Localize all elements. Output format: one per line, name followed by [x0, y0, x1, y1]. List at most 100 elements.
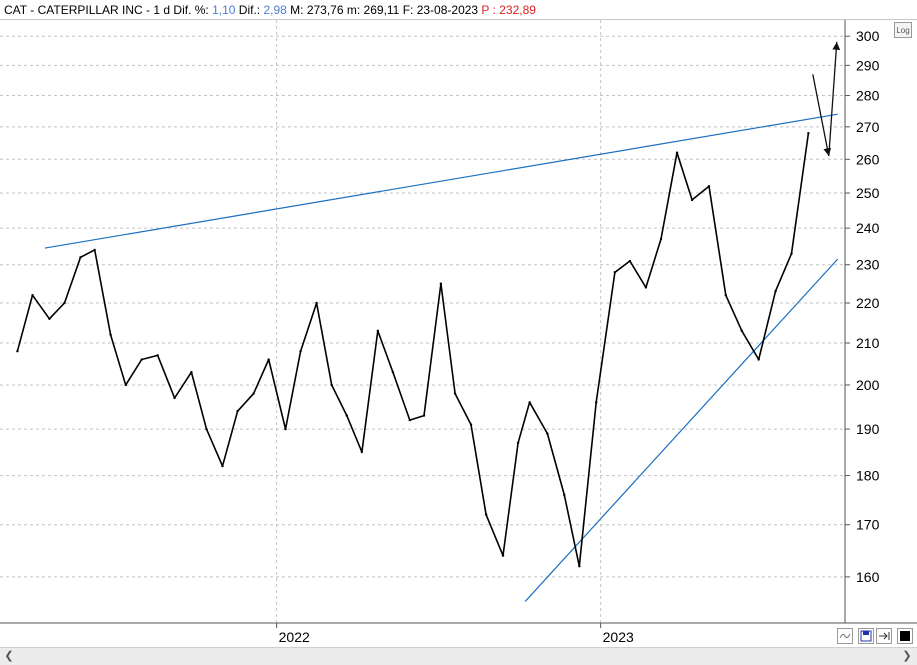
- horizontal-scrollbar[interactable]: ❮ ❯: [0, 647, 917, 665]
- date-label: F:: [402, 3, 417, 17]
- y-tick-label: 190: [856, 421, 880, 437]
- dif-value: 2,98: [263, 3, 291, 17]
- dif-label: Dif.:: [238, 3, 264, 17]
- price-point: [707, 184, 711, 188]
- price-point: [546, 432, 549, 435]
- log-scale-button[interactable]: Log: [894, 22, 912, 38]
- price-point: [422, 414, 426, 417]
- min-label: m:: [346, 3, 364, 17]
- y-tick-label: 180: [856, 468, 880, 484]
- y-tick-label: 210: [856, 335, 880, 351]
- y-tick-label: 300: [856, 28, 880, 44]
- dif-pct-label: Dif. %:: [173, 3, 213, 17]
- price-point: [221, 464, 224, 468]
- trendline: [44, 113, 838, 249]
- price-point: [807, 132, 810, 135]
- price-point: [48, 317, 51, 320]
- price-point: [644, 286, 648, 289]
- annotation-arrow: [828, 41, 841, 157]
- black-square-icon[interactable]: [897, 628, 913, 644]
- price-point: [690, 198, 694, 202]
- price-point: [79, 256, 82, 259]
- price-point: [16, 350, 19, 353]
- price-point: [236, 409, 239, 413]
- y-tick-label: 200: [856, 377, 880, 393]
- y-tick-label: 260: [856, 151, 880, 167]
- price-point: [63, 301, 66, 305]
- price-point: [156, 354, 159, 357]
- price-point: [190, 370, 193, 374]
- price-point: [774, 290, 777, 293]
- price-value: 232,89: [499, 3, 536, 17]
- y-axis: 160 170 180 190 200 210 220 230 240 250 260 270 280 2…: [845, 28, 880, 585]
- price-point: [740, 329, 744, 332]
- floppy-disk-icon[interactable]: [858, 628, 874, 644]
- price-point: [391, 370, 395, 374]
- price-point: [252, 392, 255, 395]
- chevron-left-icon[interactable]: ❮: [4, 650, 14, 662]
- price-point: [790, 252, 793, 255]
- price-point: [528, 401, 531, 404]
- price-point: [31, 293, 34, 297]
- price-point: [284, 427, 287, 431]
- price-point: [439, 282, 443, 285]
- price-line: [16, 133, 810, 568]
- black-square-glyph: [900, 631, 910, 641]
- x-axis: 2022 2023: [276, 623, 634, 645]
- price-point: [595, 401, 598, 404]
- min-value: 269,11: [363, 3, 403, 17]
- price-point: [501, 554, 505, 557]
- price-chart[interactable]: 160 170 180 190 200 210 220 230 240 250 260 270 280 2…: [0, 20, 917, 647]
- price-point: [299, 350, 302, 353]
- price-point: [724, 293, 728, 297]
- y-tick-label: 250: [856, 185, 880, 201]
- y-tick-label: 240: [856, 220, 880, 236]
- price-point: [360, 450, 364, 454]
- annotations: [812, 41, 841, 157]
- price-point: [140, 358, 143, 361]
- trendline: [524, 258, 839, 602]
- trendlines: [44, 113, 839, 602]
- chevron-right-icon[interactable]: ❯: [902, 650, 912, 662]
- price-point: [469, 423, 473, 426]
- y-tick-label: 280: [856, 88, 880, 104]
- price-point: [613, 271, 617, 274]
- price-point: [124, 383, 127, 387]
- arrow-to-line-icon[interactable]: [876, 628, 892, 644]
- price-point: [267, 358, 270, 361]
- price-label: P :: [481, 3, 500, 17]
- wave-icon-glyph: [839, 633, 851, 639]
- x-tick-label: 2022: [279, 629, 310, 645]
- period-label: 1 d: [153, 3, 174, 17]
- price-point: [173, 396, 176, 400]
- ticker-symbol: CAT: [4, 3, 31, 17]
- arrow-to-line-glyph: [879, 632, 890, 640]
- y-tick-label: 290: [856, 57, 880, 73]
- price-point: [345, 414, 348, 417]
- wave-icon[interactable]: [837, 628, 853, 644]
- price-point: [109, 333, 112, 337]
- separator: -: [146, 3, 154, 17]
- price-point: [453, 392, 457, 395]
- price-point: [205, 427, 208, 431]
- price-point: [376, 329, 380, 332]
- price-point: [516, 441, 520, 444]
- price-point: [628, 259, 632, 263]
- price-point: [484, 513, 488, 516]
- max-value: 273,76: [306, 3, 347, 17]
- floppy-disk-glyph: [860, 630, 872, 642]
- company-name: CATERPILLAR INC: [37, 3, 147, 17]
- y-tick-label: 230: [856, 257, 880, 273]
- price-point: [757, 358, 760, 361]
- y-tick-label: 270: [856, 119, 880, 135]
- separator: -: [30, 3, 38, 17]
- date-value: 23-08-2023: [416, 3, 482, 17]
- price-point: [578, 564, 581, 568]
- price-point: [315, 301, 318, 305]
- annotation-arrow: [812, 74, 832, 157]
- max-label: M:: [290, 3, 307, 17]
- price-point: [675, 151, 679, 154]
- price-series: [16, 132, 810, 568]
- price-point: [659, 237, 663, 241]
- price-point: [408, 418, 411, 422]
